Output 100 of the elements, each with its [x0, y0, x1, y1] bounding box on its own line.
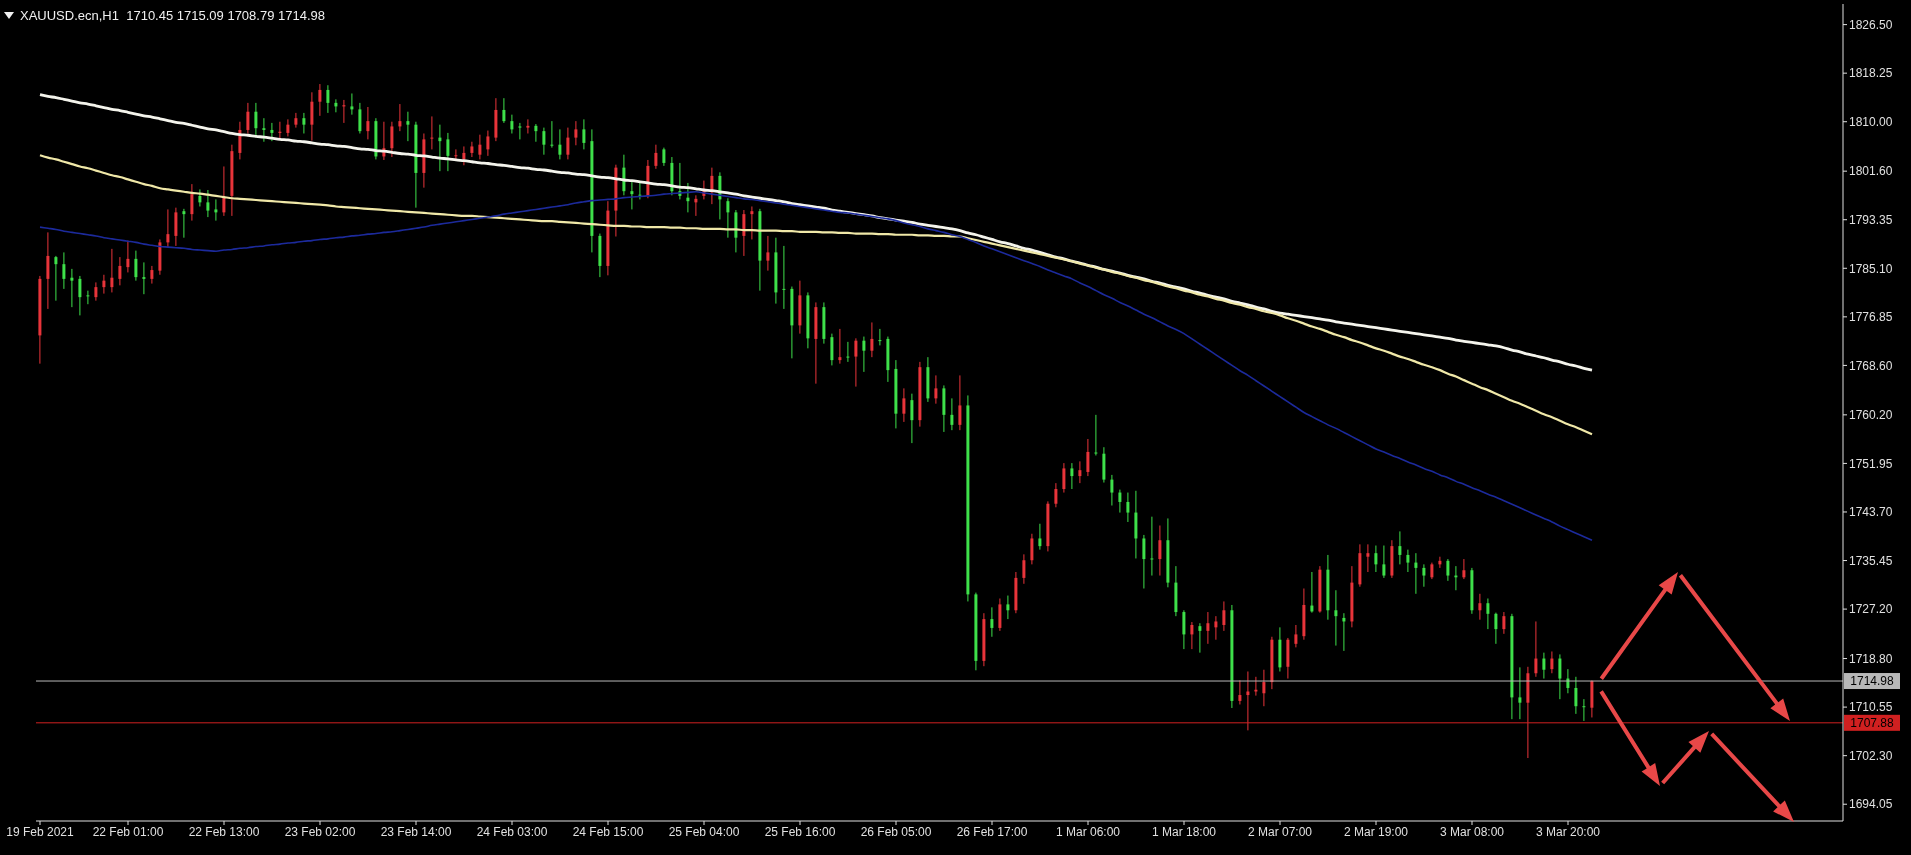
candlestick	[870, 321, 874, 358]
y-tick-label: 1801.60	[1849, 164, 1893, 179]
x-tick-label: 22 Feb 01:00	[92, 824, 164, 839]
candlestick	[766, 235, 770, 272]
x-tick-label: 22 Feb 13:00	[188, 824, 260, 839]
candlestick	[286, 118, 290, 137]
candlestick	[62, 251, 66, 290]
candlestick	[142, 261, 146, 295]
candlestick	[1414, 552, 1418, 595]
candlestick	[398, 103, 402, 132]
candlestick	[134, 250, 138, 282]
candlestick	[1294, 624, 1298, 648]
candlestick	[1582, 698, 1586, 722]
candlestick	[1494, 612, 1498, 645]
y-tick-label: 1735.45	[1849, 553, 1893, 568]
candlestick	[558, 128, 562, 160]
candlestick	[294, 112, 298, 129]
candlestick	[206, 189, 210, 218]
x-tick-label: 23 Feb 14:00	[380, 824, 452, 839]
candlestick	[726, 197, 730, 239]
candlestick	[1150, 516, 1154, 577]
candlestick	[1006, 595, 1010, 620]
candlestick	[1086, 438, 1090, 477]
candlestick	[1382, 545, 1386, 579]
candlestick	[310, 91, 314, 142]
candlestick	[654, 144, 658, 170]
candlestick	[1462, 558, 1466, 580]
candlestick	[1190, 621, 1194, 650]
candlestick	[78, 275, 82, 316]
candlestick	[878, 328, 882, 346]
candlestick	[990, 606, 994, 638]
candlestick	[1558, 653, 1562, 700]
candlestick	[358, 102, 362, 134]
candlestick	[1334, 589, 1338, 647]
candlestick	[150, 265, 154, 285]
candlestick	[190, 183, 194, 222]
candlestick	[958, 374, 962, 431]
y-tick-label: 1776.85	[1849, 310, 1893, 325]
candlestick	[214, 198, 218, 222]
y-tick-label: 1751.95	[1849, 456, 1893, 471]
candlestick	[390, 121, 394, 158]
candlestick	[1254, 676, 1258, 697]
x-tick-label: 25 Feb 04:00	[668, 824, 740, 839]
candlestick	[1486, 598, 1490, 630]
x-tick-label: 26 Feb 05:00	[860, 824, 932, 839]
candlestick	[1502, 611, 1506, 635]
y-tick-label: 1768.60	[1849, 358, 1893, 373]
candlestick	[838, 328, 842, 365]
x-tick-label: 3 Mar 20:00	[1535, 824, 1601, 839]
y-tick-label: 1702.30	[1849, 748, 1893, 763]
x-tick-label: 24 Feb 03:00	[476, 824, 548, 839]
candlestick	[1078, 460, 1082, 484]
candlestick	[486, 130, 490, 157]
candlestick	[1542, 652, 1546, 680]
y-tick-label: 1818.25	[1849, 66, 1893, 81]
candlestick	[182, 208, 186, 239]
candlestick	[1398, 530, 1402, 565]
candlestick	[270, 122, 274, 142]
candlestick	[166, 208, 170, 248]
candlestick	[830, 333, 834, 366]
candlestick	[262, 117, 266, 143]
candlestick	[638, 182, 642, 200]
candlestick	[566, 127, 570, 160]
candlestick	[1070, 462, 1074, 490]
candlestick	[1142, 534, 1146, 589]
candlestick	[198, 188, 202, 207]
candlestick	[1206, 611, 1210, 645]
x-tick-label: 1 Mar 18:00	[1151, 824, 1217, 839]
candlestick	[366, 106, 370, 140]
candlestick	[326, 84, 330, 114]
candlestick	[998, 598, 1002, 632]
candlestick	[1022, 553, 1026, 585]
candlestick	[430, 115, 434, 150]
candlestick	[94, 281, 98, 302]
x-tick-label: 1 Mar 06:00	[1055, 824, 1121, 839]
candlestick	[910, 393, 914, 444]
candlestick	[534, 123, 538, 143]
y-tick-label: 1810.00	[1849, 114, 1893, 129]
candlestick	[750, 205, 754, 240]
x-tick-label: 2 Mar 07:00	[1247, 824, 1313, 839]
candlestick	[502, 97, 506, 124]
candlestick	[470, 141, 474, 158]
candlestick	[174, 207, 178, 247]
y-tick-label: 1718.80	[1849, 651, 1893, 666]
candlestick	[1262, 669, 1266, 707]
y-tick-label: 1727.20	[1849, 602, 1893, 617]
x-tick-label: 26 Feb 17:00	[956, 824, 1028, 839]
y-tick-label: 1793.35	[1849, 212, 1893, 227]
candlestick	[1054, 482, 1058, 508]
candlestick	[110, 248, 114, 293]
y-tick-label: 1694.05	[1849, 797, 1893, 812]
y-tick-label: 1710.55	[1849, 700, 1893, 715]
y-tick-label: 1743.70	[1849, 505, 1893, 520]
candlestick	[934, 374, 938, 405]
candlestick	[518, 122, 522, 140]
candlestick	[1062, 462, 1066, 494]
candlestick	[542, 127, 546, 156]
candlestick	[950, 397, 954, 431]
candlestick	[126, 240, 130, 273]
candlestick	[1374, 545, 1378, 573]
